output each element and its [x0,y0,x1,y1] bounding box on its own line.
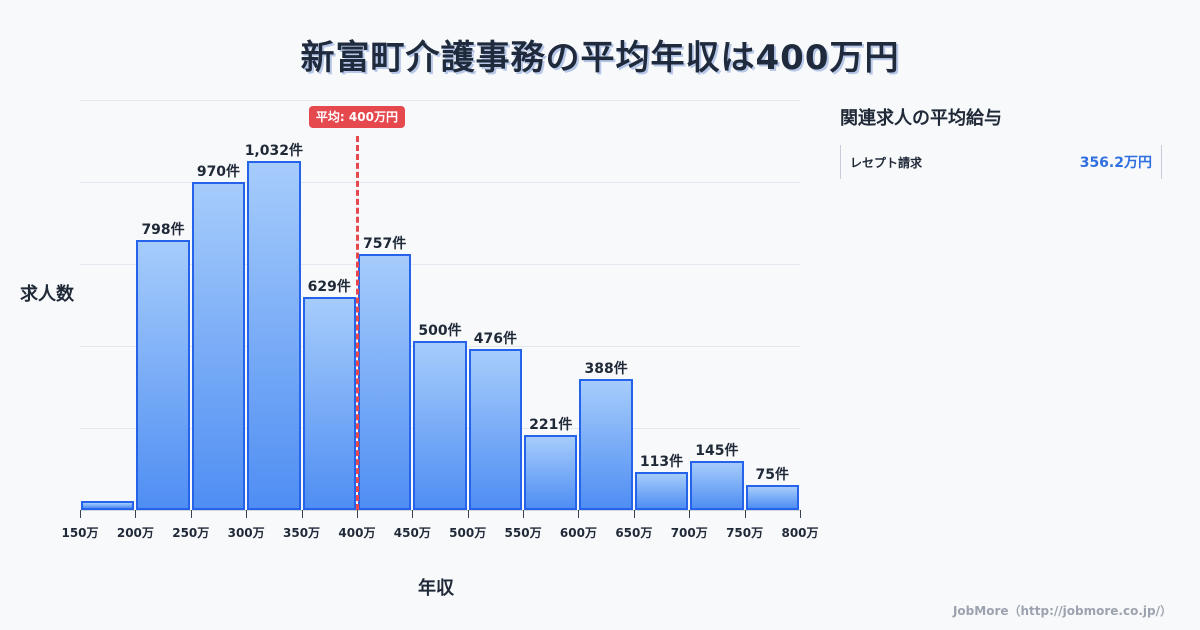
histogram-bar [634,471,689,510]
bar-value-label: 75件 [755,466,790,483]
x-tick [633,510,635,518]
x-tick [800,510,801,518]
x-tick-label: 150万 [61,526,99,540]
x-tick-label: 600万 [559,526,597,540]
x-tick-label: 350万 [283,526,321,540]
bar-value-label: 476件 [473,330,517,347]
related-job-row: レセプト請求 356.2万円 [840,145,1162,179]
x-tick [523,510,525,518]
histogram-bar [191,181,246,510]
related-salary-title: 関連求人の平均給与 [840,108,1002,129]
bar-value-label: 970件 [196,163,241,180]
x-tick-label: 400万 [338,526,376,540]
histogram-bar [357,253,412,510]
bar-value-label: 757件 [362,235,407,252]
x-tick [246,510,248,518]
histogram-bar [745,484,799,510]
bar-value-label: 145件 [695,442,739,459]
x-tick [301,510,303,518]
x-tick [744,510,746,518]
x-axis-label: 年収 [418,578,454,599]
related-job-name: レセプト請求 [850,155,923,170]
histogram-bar [524,435,578,510]
bar-value-label: 629件 [307,279,351,296]
histogram-bar [136,240,190,510]
x-tick [412,510,414,518]
x-tick-label: 300万 [227,526,265,540]
histogram-plot: 798件 970件 1,032件 629件 757件 500件 476件 221件 388件 11… [61,100,819,540]
bar-value-label: 500件 [418,322,462,339]
x-tick [190,510,192,518]
x-tick-label: 450万 [393,526,431,540]
chart-title: 新富町介護事務の平均年収は400万円 [300,38,900,78]
x-tick-label: 700万 [670,526,708,540]
x-tick-label: 250万 [172,526,210,540]
x-tick-label: 550万 [504,526,542,540]
x-tick-label: 800万 [781,526,819,540]
footer-credit: JobMore（http://jobmore.co.jp/） [952,604,1172,618]
related-job-salary: 356.2万円 [1079,155,1152,171]
x-axis-line [80,510,800,511]
gridline [80,264,800,265]
histogram-bar [468,348,523,510]
x-tick-label: 650万 [615,526,653,540]
histogram-bar [413,340,467,510]
x-tick [578,510,580,518]
histogram-bar [690,460,744,510]
bar-value-label: 388件 [584,360,628,377]
x-tick [135,510,137,518]
histogram-bar [579,378,633,510]
histogram-bar [302,297,356,510]
x-tick [80,510,81,518]
gridline [80,100,800,101]
histogram-bar [247,160,301,510]
x-tick [356,510,358,518]
x-tick-label: 200万 [116,526,154,540]
x-tick [689,510,691,518]
x-tick [467,510,469,518]
bar-value-label: 1,032件 [244,142,303,159]
average-line [355,136,359,510]
bar-value-label: 113件 [639,453,684,470]
y-axis-label: 求人数 [20,284,74,305]
bar-value-label: 798件 [141,222,185,239]
x-tick-label: 750万 [726,526,764,540]
x-tick-label: 500万 [449,526,487,540]
bar-value-label: 221件 [529,417,573,434]
average-badge: 平均: 400万円 [308,106,405,128]
histogram-bar [81,500,135,510]
gridline [80,182,800,183]
